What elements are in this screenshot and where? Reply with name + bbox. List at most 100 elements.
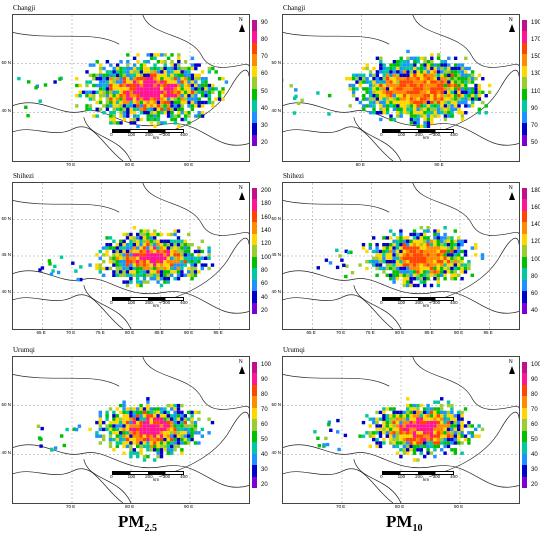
concentration-cell: [355, 77, 359, 81]
longitude-label: 75 E: [95, 330, 105, 335]
concentration-cell: [183, 73, 188, 77]
concentration-cell: [440, 66, 444, 71]
concentration-cell: [392, 424, 396, 428]
concentration-cell: [453, 420, 457, 425]
concentration-cell: [163, 97, 167, 101]
concentration-cell: [194, 87, 198, 91]
concentration-cell: [396, 107, 400, 111]
colorbar-swatch: [522, 476, 527, 489]
concentration-cell: [166, 280, 170, 284]
concentration-cell: [156, 104, 161, 108]
concentration-cell: [109, 117, 113, 122]
concentration-cell: [457, 94, 461, 98]
concentration-cell: [190, 90, 195, 94]
concentration-cell: [109, 104, 113, 108]
concentration-cell: [402, 283, 406, 288]
concentration-cell: [204, 80, 208, 84]
colorbar-swatch: [252, 31, 257, 44]
concentration-cell: [453, 260, 457, 264]
concentration-cell: [112, 270, 116, 274]
longitude-label: 80 E: [125, 162, 135, 167]
concentration-cell: [115, 121, 120, 125]
concentration-cell: [139, 414, 143, 418]
concentration-cell: [173, 417, 177, 421]
concentration-cell: [146, 417, 150, 421]
concentration-cell: [477, 424, 481, 428]
concentration-cell: [183, 256, 187, 260]
concentration-cell: [153, 448, 157, 452]
concentration-cell: [395, 437, 400, 442]
concentration-cell: [453, 246, 457, 250]
concentration-cell: [460, 451, 464, 455]
concentration-cell: [389, 80, 393, 84]
concentration-cell: [173, 117, 178, 122]
colorbar-tick-label: 80: [531, 392, 538, 398]
country-border: [13, 200, 120, 213]
concentration-cell: [173, 431, 177, 435]
concentration-cell: [153, 407, 157, 411]
concentration-cell: [392, 249, 396, 254]
concentration-cell: [375, 100, 380, 105]
concentration-cell: [426, 60, 431, 64]
concentration-cell: [119, 273, 123, 277]
colorbar-tick-label: 110: [531, 88, 540, 95]
concentration-cell: [402, 280, 406, 284]
concentration-cell: [413, 100, 417, 105]
concentration-cell: [385, 80, 390, 84]
colorbar-swatch: [252, 222, 257, 235]
concentration-cell: [382, 97, 386, 101]
concentration-cell: [129, 90, 133, 94]
concentration-cell: [122, 90, 127, 94]
concentration-cell: [160, 60, 164, 64]
concentration-cell: [146, 246, 150, 250]
concentration-cell: [211, 104, 215, 108]
colorbar-swatch: [252, 384, 257, 397]
concentration-cell: [132, 83, 137, 88]
concentration-cell: [217, 94, 222, 98]
colorbar-swatch: [252, 210, 257, 223]
concentration-cell: [433, 270, 437, 274]
concentration-cell: [190, 107, 195, 111]
concentration-cell: [460, 427, 464, 432]
concentration-cell: [440, 100, 444, 105]
concentration-cell: [102, 66, 106, 71]
concentration-cell: [379, 63, 383, 67]
concentration-cell: [409, 420, 413, 425]
concentration-cell: [372, 417, 376, 421]
concentration-cell: [375, 263, 379, 267]
concentration-cell: [416, 117, 420, 122]
concentration-cell: [368, 87, 373, 91]
concentration-cell: [143, 60, 147, 64]
concentration-cell: [457, 431, 461, 435]
concentration-cell: [412, 437, 417, 442]
concentration-cell: [460, 114, 465, 118]
concentration-cell: [163, 448, 167, 452]
concentration-cell: [190, 77, 195, 81]
concentration-cell: [436, 243, 440, 247]
concentration-cell: [375, 260, 379, 264]
concentration-cell: [443, 236, 447, 240]
concentration-cell: [153, 420, 157, 425]
concentration-cell: [409, 283, 413, 288]
concentration-cell: [362, 107, 366, 111]
concentration-cell: [115, 434, 119, 438]
concentration-cell: [139, 229, 143, 233]
concentration-cell: [389, 253, 393, 257]
colorbar-swatch: [522, 396, 527, 409]
concentration-cell: [149, 114, 154, 118]
concentration-cell: [122, 111, 127, 115]
concentration-cell: [433, 90, 437, 94]
concentration-cell: [170, 94, 174, 98]
concentration-cell: [416, 266, 420, 271]
concentration-cell: [200, 77, 205, 81]
concentration-cell: [224, 80, 229, 84]
concentration-cell: [409, 260, 413, 264]
scale-bar: 0 100 200 300 400 km: [380, 128, 464, 140]
concentration-cell: [436, 417, 440, 421]
concentration-cell: [460, 414, 464, 418]
concentration-cell: [163, 260, 167, 264]
concentration-cell: [396, 77, 400, 81]
concentration-cell: [98, 424, 102, 428]
concentration-cell: [436, 277, 440, 281]
concentration-cell: [98, 83, 103, 88]
